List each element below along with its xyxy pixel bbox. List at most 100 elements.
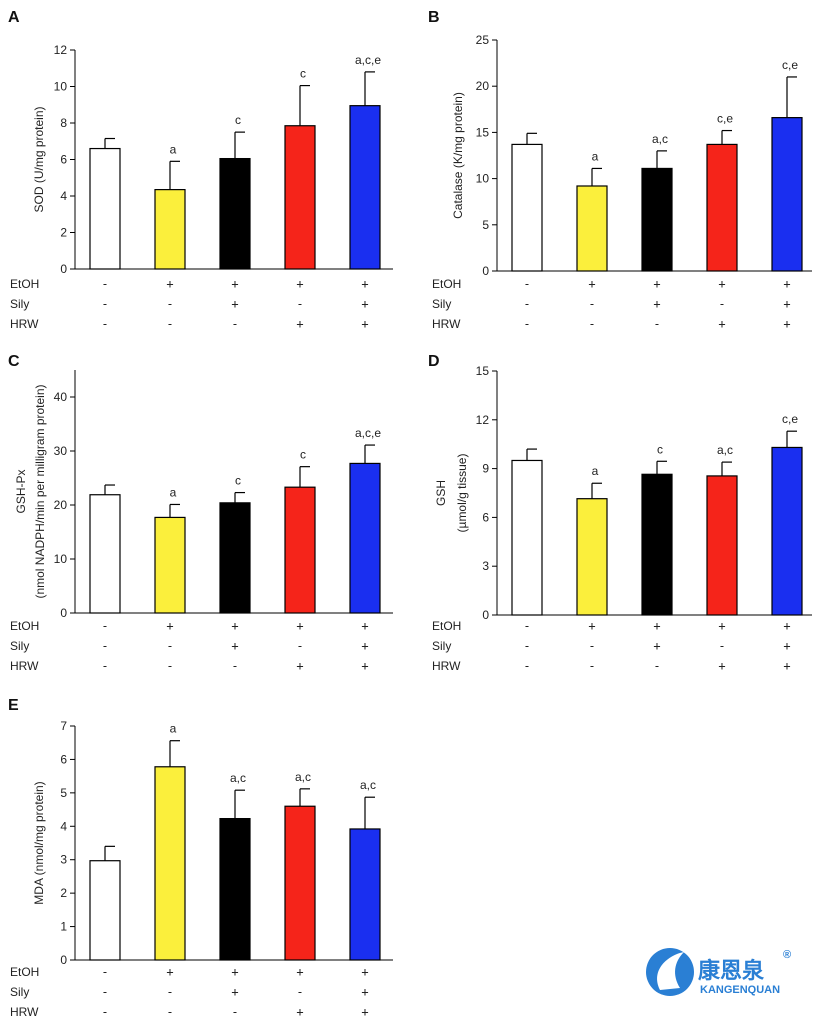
treatment-row-label: Sily — [432, 297, 451, 311]
y-tick-label: 4 — [60, 819, 67, 833]
bar — [284, 805, 316, 961]
treatment-row-label: EtOH — [10, 619, 39, 633]
bar — [706, 475, 738, 616]
treatment-sign: + — [361, 277, 368, 291]
treatment-sign: - — [101, 297, 108, 311]
significance-label: c,e — [717, 112, 733, 126]
bar — [349, 105, 381, 270]
y-tick-label: 15 — [476, 364, 490, 378]
y-tick-label: 40 — [54, 390, 68, 404]
y-tick-label: 6 — [60, 153, 67, 167]
chart-panel-d: D 0 3 6 9 12 15 GSH (µmol/g tissue) a c a,c c,e EtOH -… — [428, 353, 812, 673]
watermark-brand-cn: 康恩泉 — [698, 958, 765, 984]
watermark-reg-mark: ® — [783, 949, 791, 961]
treatment-sign: + — [296, 277, 303, 291]
y-axis-label-units: (nmol NADPH/min per milligram protein) — [33, 384, 47, 598]
y-axis-label: SOD (U/mg protein) — [32, 106, 46, 212]
significance-label: c — [235, 474, 241, 488]
significance-label: c,e — [782, 412, 798, 426]
treatment-sign: - — [523, 659, 530, 673]
panel-label: E — [8, 697, 19, 714]
y-tick-label: 20 — [54, 498, 68, 512]
bar — [154, 516, 186, 614]
significance-label: c,e — [782, 58, 798, 72]
treatment-sign: - — [101, 965, 108, 979]
panel-label: D — [428, 353, 440, 370]
y-tick-label: 5 — [60, 786, 67, 800]
treatment-sign: - — [166, 659, 173, 673]
bar — [219, 157, 251, 270]
significance-label: a,c — [652, 132, 668, 146]
treatment-sign: - — [523, 297, 530, 311]
treatment-sign: - — [718, 639, 725, 653]
y-axis-label: GSH-Px — [14, 469, 28, 513]
treatment-row-label: EtOH — [10, 965, 39, 979]
panel-label: B — [428, 9, 440, 26]
y-tick-label: 0 — [60, 262, 67, 276]
significance-label: a,c — [295, 770, 311, 784]
treatment-row-label: EtOH — [432, 277, 461, 291]
bar — [511, 459, 543, 616]
significance-label: a,c,e — [355, 53, 381, 67]
treatment-sign: + — [231, 277, 238, 291]
y-tick-label: 3 — [482, 559, 489, 573]
y-tick-label: 5 — [482, 218, 489, 232]
treatment-sign: - — [101, 317, 108, 331]
y-tick-label: 7 — [60, 719, 67, 733]
treatment-row-label: Sily — [10, 985, 29, 999]
treatment-row-label: HRW — [10, 317, 39, 331]
treatment-row-label: Sily — [432, 639, 451, 653]
treatment-row-label: HRW — [10, 1005, 39, 1019]
y-tick-label: 0 — [60, 953, 67, 967]
treatment-sign: + — [361, 297, 368, 311]
treatment-sign: - — [166, 317, 173, 331]
y-tick-label: 10 — [476, 172, 490, 186]
treatment-sign: + — [718, 619, 725, 633]
treatment-sign: - — [101, 985, 108, 999]
y-axis-label: MDA (nmol/mg protein) — [32, 781, 46, 904]
treatment-sign: - — [523, 639, 530, 653]
treatment-sign: + — [653, 277, 660, 291]
significance-label: c — [235, 113, 241, 127]
treatment-sign: + — [231, 965, 238, 979]
treatment-sign: - — [718, 297, 725, 311]
treatment-row-label: HRW — [10, 659, 39, 673]
treatment-sign: - — [231, 1005, 238, 1019]
bar — [219, 817, 251, 961]
treatment-sign: + — [783, 277, 790, 291]
treatment-sign: + — [361, 619, 368, 633]
treatment-sign: - — [101, 277, 108, 291]
treatment-sign: - — [296, 297, 303, 311]
treatment-sign: - — [231, 317, 238, 331]
treatment-sign: + — [783, 639, 790, 653]
treatment-sign: + — [588, 619, 595, 633]
y-tick-label: 9 — [482, 462, 489, 476]
y-tick-label: 4 — [60, 189, 67, 203]
significance-label: a,c — [360, 778, 376, 792]
treatment-sign: - — [523, 619, 530, 633]
treatment-sign: + — [361, 965, 368, 979]
bar — [154, 189, 186, 270]
treatment-sign: - — [653, 659, 660, 673]
treatment-sign: - — [166, 985, 173, 999]
treatment-sign: + — [718, 317, 725, 331]
treatment-row-label: EtOH — [432, 619, 461, 633]
bar — [219, 502, 251, 614]
y-tick-label: 8 — [60, 116, 67, 130]
significance-label: a — [170, 142, 177, 156]
treatment-row-label: EtOH — [10, 277, 39, 291]
panel-label: C — [8, 353, 20, 370]
treatment-sign: - — [101, 619, 108, 633]
treatment-sign: + — [296, 965, 303, 979]
chart-panel-c: C 0 10 20 30 40 GSH-Px (nmol NADPH/min per mill… — [8, 353, 393, 673]
watermark-logo-icon — [646, 948, 694, 996]
treatment-sign: - — [653, 317, 660, 331]
treatment-sign: + — [361, 1005, 368, 1019]
significance-label: c — [657, 442, 663, 456]
treatment-sign: + — [783, 297, 790, 311]
significance-label: a — [170, 485, 177, 499]
panel-label: A — [8, 9, 20, 26]
bar — [89, 147, 121, 270]
